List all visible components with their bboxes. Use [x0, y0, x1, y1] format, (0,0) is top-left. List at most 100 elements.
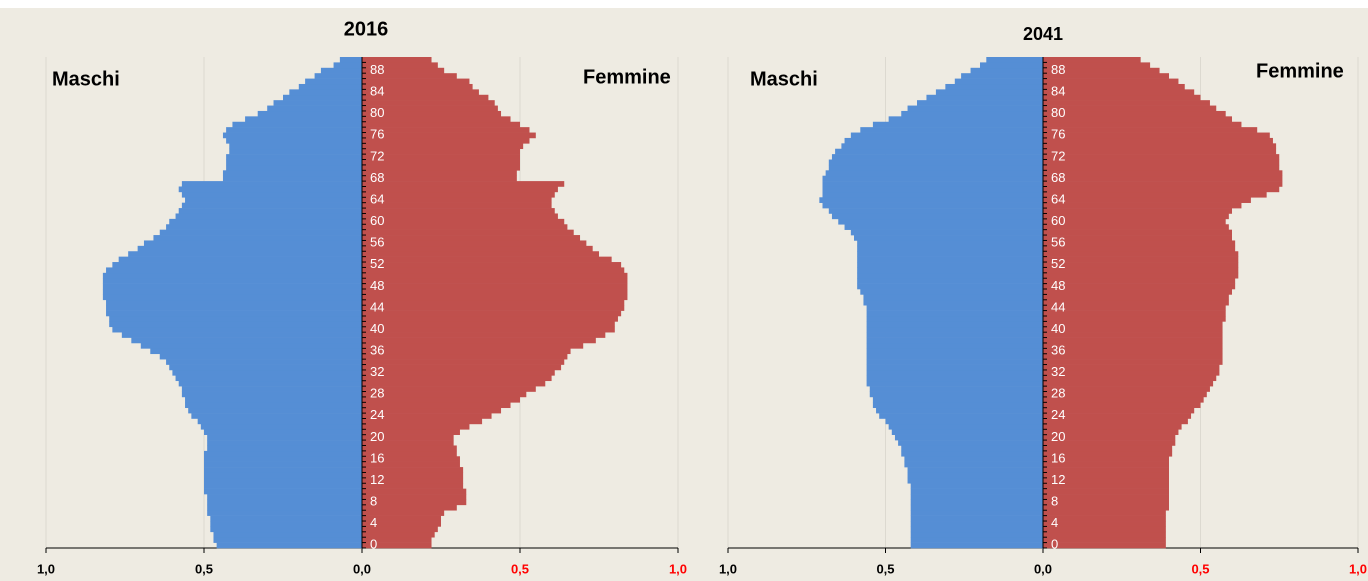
- chart-title: 2016: [344, 18, 389, 40]
- age-label: 60: [1051, 213, 1065, 228]
- male-bar: [166, 359, 362, 365]
- male-bar: [866, 321, 1043, 328]
- age-label: 72: [1051, 148, 1065, 163]
- male-bar: [869, 386, 1043, 392]
- female-bar: [1043, 456, 1169, 462]
- female-bar: [362, 477, 464, 484]
- male-bar: [866, 348, 1043, 355]
- female-bar: [362, 137, 530, 144]
- female-bar: [362, 202, 552, 209]
- male-bar: [841, 143, 1043, 150]
- age-label: 48: [1051, 278, 1065, 293]
- female-bar: [362, 299, 625, 306]
- age-label: 72: [370, 148, 384, 163]
- male-bar: [320, 67, 362, 74]
- age-label: 40: [370, 321, 384, 336]
- male-bar: [207, 445, 362, 452]
- legend-label: Femmine: [583, 66, 671, 88]
- male-bar: [207, 440, 362, 446]
- male-bar: [980, 62, 1043, 69]
- male-bar: [226, 154, 362, 160]
- female-bar: [1043, 299, 1229, 306]
- female-bar: [362, 440, 454, 446]
- female-bar: [362, 170, 517, 177]
- female-bar: [362, 423, 470, 430]
- female-bar: [1043, 105, 1217, 112]
- male-bar: [961, 73, 1043, 79]
- male-bar: [298, 83, 362, 90]
- age-label: 16: [370, 450, 384, 465]
- age-label: 36: [370, 342, 384, 357]
- female-bar: [362, 186, 558, 193]
- female-bar: [362, 272, 628, 279]
- female-bar: [362, 110, 502, 117]
- female-bar: [362, 57, 432, 63]
- male-bar: [866, 315, 1043, 322]
- female-bar: [362, 310, 622, 317]
- female-bar: [1043, 289, 1232, 295]
- female-bar: [362, 164, 520, 171]
- female-bar: [1043, 294, 1229, 301]
- female-bar: [362, 218, 565, 225]
- female-bar: [1043, 429, 1179, 435]
- male-bar: [109, 315, 362, 322]
- female-bar: [362, 369, 555, 376]
- male-bar: [866, 369, 1043, 376]
- female-bar: [362, 348, 571, 355]
- age-label: 4: [370, 515, 377, 530]
- male-bar: [879, 413, 1043, 419]
- male-bar: [289, 89, 362, 96]
- male-bar: [204, 488, 362, 495]
- female-bar: [1043, 186, 1280, 193]
- female-bar: [362, 175, 517, 182]
- male-bar: [169, 218, 362, 225]
- female-bar: [1043, 526, 1166, 533]
- female-bar: [362, 434, 454, 441]
- female-bar: [1043, 321, 1223, 328]
- female-bar: [362, 73, 457, 79]
- female-bar: [1043, 375, 1217, 382]
- male-bar: [935, 89, 1043, 96]
- female-bar: [1043, 326, 1223, 333]
- female-bar: [362, 305, 625, 311]
- male-bar: [112, 262, 362, 268]
- female-bar: [1043, 154, 1280, 160]
- age-label: 12: [1051, 472, 1065, 487]
- male-bar: [872, 402, 1043, 409]
- male-bar: [222, 170, 362, 177]
- male-bar: [907, 467, 1043, 473]
- male-bar: [831, 154, 1043, 160]
- female-bar: [1043, 542, 1166, 549]
- male-bar: [910, 499, 1043, 506]
- male-bar: [910, 510, 1043, 516]
- male-bar: [232, 121, 362, 128]
- female-bar: [362, 121, 520, 128]
- age-label: 76: [1051, 127, 1065, 142]
- male-bar: [159, 353, 362, 360]
- male-bar: [825, 170, 1043, 177]
- female-bar: [1043, 110, 1226, 117]
- male-bar: [850, 229, 1043, 236]
- x-tick-label: 1,0: [1349, 561, 1367, 576]
- male-bar: [866, 326, 1043, 333]
- age-label: 24: [370, 407, 384, 422]
- male-bar: [106, 310, 362, 317]
- female-bar: [1043, 499, 1169, 506]
- female-bar: [362, 531, 435, 538]
- female-bar: [1043, 450, 1173, 457]
- female-bar: [362, 224, 568, 230]
- male-bar: [857, 240, 1043, 247]
- legend-label: Maschi: [750, 68, 818, 90]
- age-label: 8: [370, 494, 377, 509]
- male-bar: [917, 100, 1043, 106]
- male-bar: [910, 504, 1043, 511]
- male-bar: [866, 359, 1043, 365]
- male-bar: [894, 434, 1043, 441]
- female-bar: [1043, 504, 1169, 511]
- female-bar: [362, 256, 612, 263]
- female-bar: [1043, 353, 1223, 360]
- female-bar: [1043, 218, 1226, 225]
- female-bar: [362, 353, 568, 360]
- female-bar: [362, 337, 596, 344]
- age-label: 84: [370, 84, 384, 99]
